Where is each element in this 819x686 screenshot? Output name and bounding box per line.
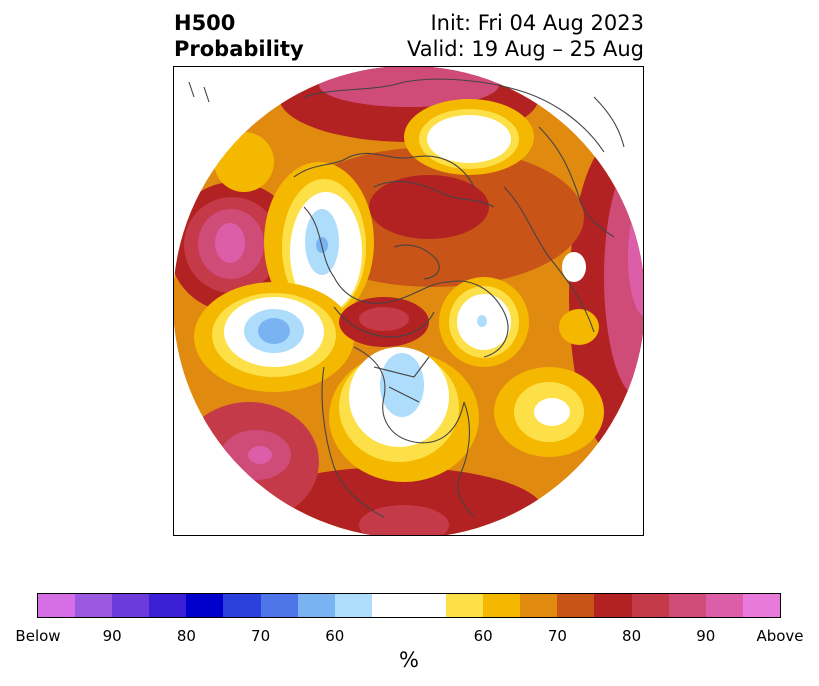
field-blue-east xyxy=(477,315,487,327)
title-variable: H500 xyxy=(174,11,236,35)
title-right: Init: Fri 04 Aug 2023 Valid: 19 Aug – 25… xyxy=(407,10,644,62)
colorbar-swatch-below-85 xyxy=(112,594,150,617)
coastlines xyxy=(188,78,625,518)
colorbar-tick-5: 60 xyxy=(473,627,493,645)
colorbar-tick-6: 70 xyxy=(547,627,567,645)
field-white-north xyxy=(427,115,511,163)
colorbar-tick-8: 90 xyxy=(696,627,716,645)
colorbar-swatch-above-75 xyxy=(594,594,632,617)
colorbar-swatch-above-55 xyxy=(446,594,484,617)
colorbar-swatch-above-80 xyxy=(631,594,669,617)
colorbar-tick-1: 90 xyxy=(102,627,122,645)
field-pink-southwest xyxy=(248,446,272,464)
colorbar-swatch-above-extreme xyxy=(742,594,780,617)
colorbar-swatch-above-65 xyxy=(520,594,558,617)
probability-map xyxy=(174,67,643,535)
colorbar-swatch-below-extreme xyxy=(38,594,76,617)
title-left: H500 Probability xyxy=(174,10,304,62)
valid-range: Valid: 19 Aug – 25 Aug xyxy=(406,37,644,61)
field-crimson-south xyxy=(359,505,449,535)
colorbar-swatch-below-90 xyxy=(75,594,113,617)
map-panel xyxy=(173,66,644,536)
field-pink-west xyxy=(215,223,245,263)
colorbar-swatch-above-90 xyxy=(705,594,743,617)
colorbar xyxy=(37,593,781,618)
field-gold-east-coast xyxy=(559,309,599,345)
init-date: Init: Fri 04 Aug 2023 xyxy=(430,11,644,35)
colorbar-swatch-above-85 xyxy=(668,594,706,617)
colorbar-swatch-above-60 xyxy=(483,594,521,617)
colorbar-swatch-below-65 xyxy=(260,594,298,617)
probability-field xyxy=(174,67,643,535)
colorbar-swatch-neutral xyxy=(371,594,447,617)
field-white-siberia xyxy=(562,252,586,282)
colorbar-tick-9: Above xyxy=(756,627,804,645)
field-blue-na xyxy=(380,353,424,417)
field-gold-northwest xyxy=(214,132,274,192)
colorbar-swatch-below-70 xyxy=(223,594,261,617)
field-red-central xyxy=(369,175,489,239)
colorbar-tick-2: 80 xyxy=(176,627,196,645)
colorbar-swatch-above-70 xyxy=(557,594,595,617)
field-rose-north xyxy=(319,67,499,107)
colorbar-unit-label: % xyxy=(399,648,419,672)
field-crimson-pole xyxy=(359,307,409,331)
field-midblue-west2 xyxy=(258,318,290,344)
field-white-atlantic xyxy=(534,398,570,426)
colorbar-swatch-below-55 xyxy=(334,594,372,617)
colorbar-swatch-below-75 xyxy=(186,594,224,617)
colorbar-tick-7: 80 xyxy=(622,627,642,645)
colorbar-tick-4: 60 xyxy=(325,627,345,645)
colorbar-swatch-below-80 xyxy=(149,594,187,617)
colorbar-swatch-below-60 xyxy=(297,594,335,617)
title-product: Probability xyxy=(174,37,304,61)
colorbar-tick-3: 70 xyxy=(251,627,271,645)
colorbar-tick-0: Below xyxy=(15,627,61,645)
